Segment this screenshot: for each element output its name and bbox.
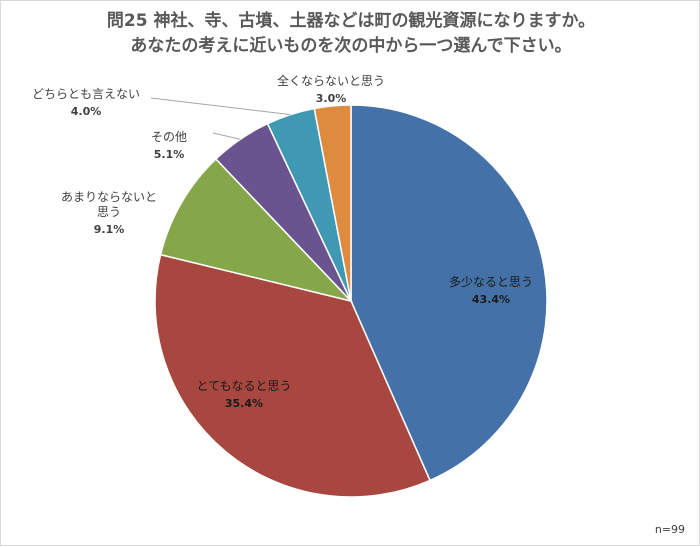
slice-label-4: どちらとも言えない 4.0% — [32, 87, 140, 118]
leader-line-3 — [212, 132, 241, 140]
slice-label-0: 多少なると思う 43.4% — [449, 275, 533, 306]
slice-label-3: その他 5.1% — [151, 130, 187, 161]
slice-label-2: あまりならないと思う 9.1% — [61, 190, 157, 236]
pie-slice-2 — [159, 157, 354, 303]
sample-size-note: n=99 — [654, 523, 685, 536]
chart-title: 問25 神社、寺、古墳、土器などは町の観光資源になりますか。 あなたの考えに近い… — [106, 11, 596, 56]
leader-line-4 — [150, 97, 291, 116]
pie-slice-0 — [350, 104, 548, 482]
slice-label-1: とてもなると思う 35.4% — [196, 379, 291, 410]
pie-slice-5 — [313, 104, 352, 302]
pie-slice-1 — [154, 253, 431, 498]
slice-label-5: 全くならないと思う 3.0% — [277, 73, 385, 105]
